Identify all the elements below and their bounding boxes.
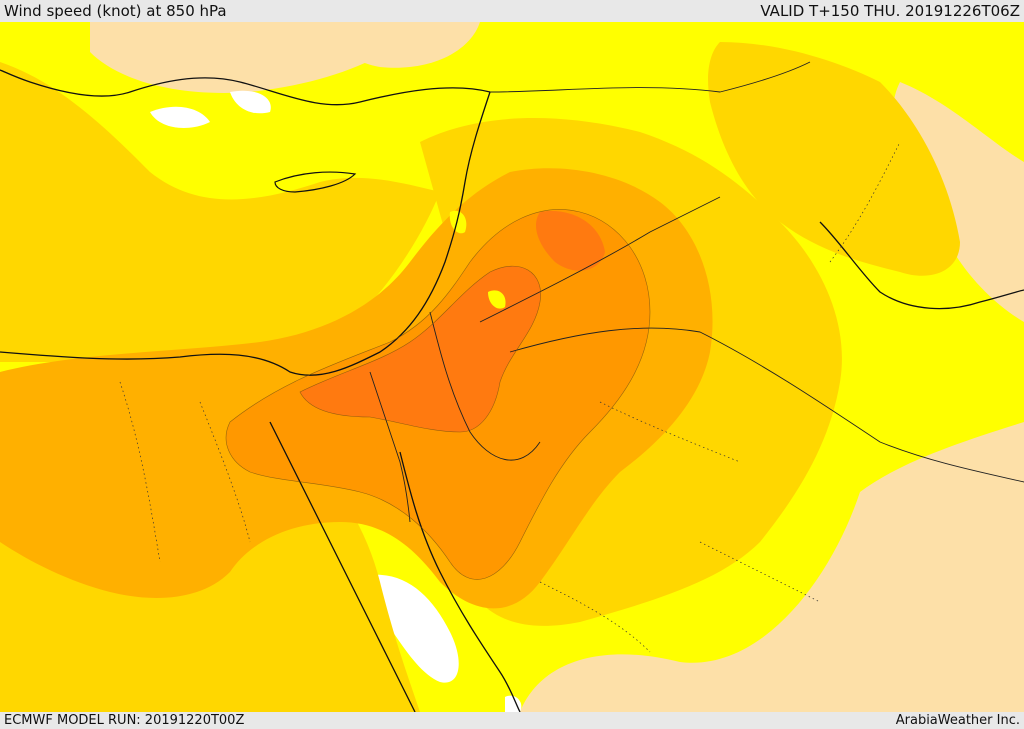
coastline-anatolia xyxy=(0,69,491,106)
light-wind-region-northeast xyxy=(893,82,1024,322)
border-egypt xyxy=(369,371,411,523)
very-strong-wind-region-north xyxy=(535,211,605,271)
valid-time: VALID T+150 THU. 20191226T06Z xyxy=(760,2,1020,20)
very-strong-wind-region xyxy=(300,266,541,432)
light-wind-region-east xyxy=(520,422,1024,712)
coastline-red-sea-west xyxy=(269,421,416,712)
map-title: Wind speed (knot) at 850 hPa xyxy=(4,2,227,20)
border-saudi-north xyxy=(509,327,1024,483)
footer-bar: ECMWF MODEL RUN: 20191220T00Z ArabiaWeat… xyxy=(0,712,1024,729)
moderate-wind-region-west xyxy=(0,62,440,368)
coastline-persian-gulf xyxy=(819,221,1024,310)
model-run: ECMWF MODEL RUN: 20191220T00Z xyxy=(4,713,245,728)
border-north xyxy=(489,61,811,93)
wind-speed-map[interactable] xyxy=(0,22,1024,712)
weak-spot-lebanon xyxy=(449,210,467,234)
border-iraq-syria xyxy=(479,196,721,323)
calm-region-red-sea-south xyxy=(505,695,522,712)
light-wind-region-north2 xyxy=(330,22,480,68)
coastline-red-sea-east xyxy=(399,451,521,712)
weak-spot-golan xyxy=(488,290,506,309)
border-jordan xyxy=(429,311,541,461)
coastline-cyprus xyxy=(274,171,357,193)
admin-lines xyxy=(119,141,901,653)
header-bar: Wind speed (knot) at 850 hPa VALID T+150… xyxy=(0,0,1024,22)
credit: ArabiaWeather Inc. xyxy=(895,713,1020,728)
moderate-wind-region-northeast xyxy=(708,42,960,276)
calm-region-north xyxy=(150,106,210,128)
contour-lines xyxy=(225,209,651,580)
calm-region-north2 xyxy=(230,90,271,114)
coastline-mediterranean xyxy=(0,91,491,376)
